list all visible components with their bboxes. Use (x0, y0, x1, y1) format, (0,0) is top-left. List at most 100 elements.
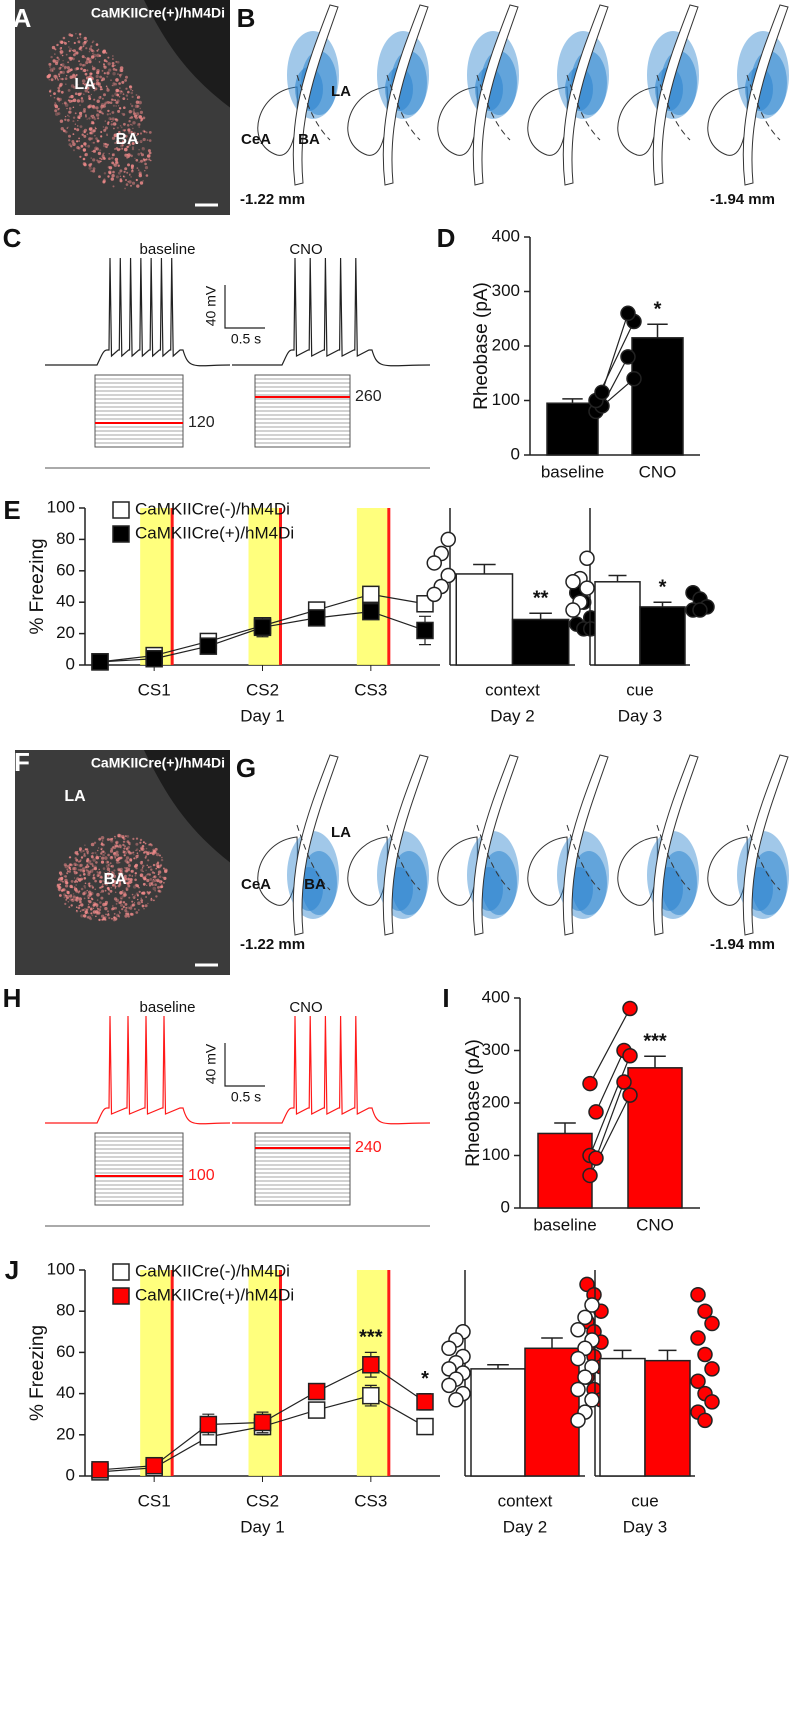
cell (69, 863, 72, 866)
cell (138, 100, 142, 105)
cell (86, 82, 88, 84)
bar (537, 1132, 593, 1209)
region-label: CeA (241, 131, 271, 148)
data-point (622, 1087, 638, 1103)
cell (136, 885, 140, 888)
data-point (622, 1048, 638, 1064)
cell (125, 856, 130, 860)
cell (58, 871, 63, 875)
cell (83, 93, 85, 95)
cell (103, 128, 107, 132)
cell (80, 877, 83, 881)
cell (106, 71, 110, 75)
cell (59, 83, 63, 86)
cell (58, 67, 62, 70)
chart: cue Day 3 (570, 1270, 720, 1536)
cell (140, 868, 144, 872)
cell (68, 49, 71, 53)
cell (94, 127, 97, 130)
cell (107, 123, 109, 126)
cell (149, 865, 152, 868)
cell (123, 129, 126, 132)
cell (130, 166, 134, 170)
y-tick-label: 60 (56, 1342, 75, 1361)
cell (124, 129, 127, 131)
cell (94, 134, 96, 137)
cell (161, 856, 163, 859)
cell (87, 105, 91, 109)
cell (58, 84, 62, 88)
cell (79, 104, 81, 106)
data-point (570, 1321, 586, 1338)
y-tick-label: 400 (492, 226, 520, 245)
cell (96, 854, 98, 856)
cell (50, 55, 53, 59)
cell (81, 133, 84, 136)
cell (69, 894, 73, 898)
cell (85, 61, 89, 65)
cell (130, 184, 132, 187)
cell (163, 876, 167, 881)
cell (132, 837, 135, 841)
cell (82, 130, 86, 133)
capsule-outline (652, 754, 699, 936)
cell (95, 74, 99, 79)
panel-letter: D (437, 223, 456, 253)
cell (110, 887, 113, 889)
cell (141, 845, 145, 848)
cell (69, 856, 72, 859)
cell (102, 50, 106, 54)
cell (54, 102, 57, 104)
cell (105, 85, 108, 88)
cell (107, 913, 110, 915)
cell (76, 146, 80, 150)
cell (64, 875, 67, 878)
cell (100, 891, 102, 894)
cell (92, 66, 96, 71)
cell (96, 113, 100, 117)
cell (119, 125, 122, 127)
data-point (620, 349, 636, 365)
pair-line (589, 1008, 631, 1084)
legend-label: CaMKIICre(+)/hM4Di (135, 523, 294, 542)
x-axis-label: Day 2 (503, 1517, 547, 1536)
cell (97, 160, 101, 164)
y-tick-label: 60 (56, 560, 75, 579)
cell (92, 53, 94, 55)
cell (125, 848, 129, 851)
cell (105, 145, 108, 149)
cell (77, 906, 81, 910)
cell (127, 846, 130, 849)
cell (78, 904, 81, 907)
cell (78, 897, 82, 901)
cell (106, 113, 109, 116)
panel-letter: C (3, 223, 22, 253)
cell (146, 873, 148, 876)
cell (139, 139, 143, 143)
cell (114, 885, 117, 888)
cell (90, 78, 93, 80)
atlas: CeA BA LA -1.22 mm -1.94 mm (240, 4, 789, 208)
cell (101, 889, 105, 893)
cell (128, 130, 132, 135)
cell (78, 864, 82, 868)
data-point (440, 531, 456, 548)
cell (94, 87, 98, 91)
cell (141, 117, 143, 120)
cell (75, 858, 79, 862)
cell (118, 131, 121, 134)
cell (134, 872, 137, 875)
cell (102, 853, 105, 857)
cell (111, 111, 115, 114)
cell (92, 874, 95, 877)
cell (68, 134, 71, 138)
condition-label: baseline (140, 999, 196, 1016)
cell (124, 851, 128, 855)
level-label: -1.94 mm (710, 191, 775, 208)
cell (58, 100, 60, 103)
cell (145, 847, 148, 850)
cell (92, 149, 96, 153)
cell (138, 149, 140, 151)
cell (91, 150, 93, 152)
cell (78, 60, 80, 63)
